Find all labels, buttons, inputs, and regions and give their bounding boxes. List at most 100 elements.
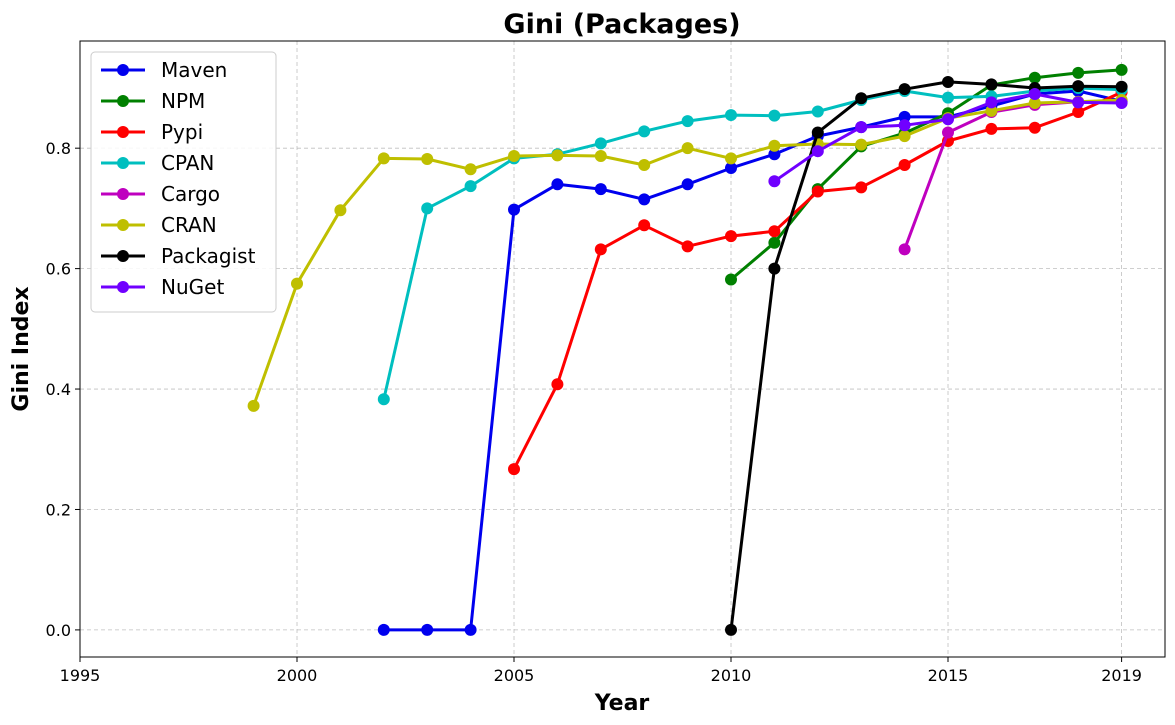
legend-item-cran: CRAN	[101, 213, 217, 237]
data-point-maven	[725, 162, 737, 175]
legend-label-nuget: NuGet	[161, 275, 224, 299]
data-point-cran	[985, 104, 998, 117]
data-point-maven	[898, 110, 911, 123]
data-point-packagist	[855, 92, 868, 105]
data-point-pypi	[855, 181, 868, 194]
legend-item-cpan: CPAN	[101, 151, 214, 175]
legend-label-cran: CRAN	[161, 213, 217, 237]
data-point-cpan	[377, 393, 390, 406]
grid	[79, 41, 1165, 657]
series-maven	[377, 84, 1128, 636]
y-tick-label: 0.8	[46, 139, 71, 158]
data-point-cran	[377, 152, 390, 165]
data-point-cpan	[725, 109, 737, 122]
legend-marker-packagist	[117, 250, 129, 262]
legend-item-pypi: Pypi	[101, 120, 203, 144]
data-point-packagist	[898, 83, 911, 96]
series-nuget	[768, 87, 1128, 188]
legend-marker-pypi	[117, 126, 129, 138]
y-tick-label: 0.4	[46, 380, 71, 399]
legend-label-packagist: Packagist	[161, 244, 256, 268]
series-cran	[247, 94, 1128, 412]
data-point-npm	[725, 273, 737, 286]
data-point-maven	[768, 148, 781, 161]
series-line-cpan	[382, 86, 1122, 400]
data-point-nuget	[1028, 87, 1041, 100]
data-point-npm	[1072, 66, 1085, 79]
data-point-nuget	[898, 119, 911, 132]
data-point-pypi	[638, 219, 651, 232]
data-point-nuget	[811, 145, 824, 158]
y-tick-label: 0.6	[46, 260, 71, 279]
data-point-cpan	[464, 180, 477, 193]
data-point-cpan	[421, 202, 434, 215]
x-tick-label: 2010	[711, 666, 752, 685]
data-point-cran	[464, 163, 477, 176]
data-point-pypi	[811, 185, 824, 198]
legend-item-npm: NPM	[101, 89, 205, 113]
data-point-maven	[377, 623, 390, 636]
chart-title: Gini (Packages)	[503, 9, 740, 40]
x-tick-label: 2019	[1101, 666, 1142, 685]
data-point-maven	[464, 623, 477, 636]
legend-item-cargo: Cargo	[101, 182, 220, 206]
data-point-cargo	[898, 243, 911, 256]
series-layer	[247, 63, 1128, 636]
data-point-cpan	[768, 109, 781, 122]
data-point-pypi	[1028, 121, 1041, 134]
legend-marker-cran	[117, 219, 129, 231]
legend-label-pypi: Pypi	[161, 120, 203, 144]
x-tick-label: 2005	[494, 666, 535, 685]
series-line-packagist	[729, 80, 1122, 631]
data-point-cran	[1028, 97, 1041, 110]
x-tick-label: 2000	[277, 666, 318, 685]
data-point-nuget	[1115, 97, 1128, 110]
legend-label-cpan: CPAN	[161, 151, 214, 175]
data-point-cran	[551, 149, 564, 162]
legend-marker-cpan	[117, 157, 129, 169]
data-point-cran	[421, 153, 434, 166]
data-point-packagist	[1115, 80, 1128, 93]
legend: Maven NPM Pypi CPAN Cargo CRAN Packagist NuGet	[90, 51, 277, 313]
data-point-npm	[768, 236, 781, 249]
data-point-cran	[681, 142, 694, 155]
plot-frame	[79, 40, 1166, 658]
data-point-pypi	[594, 243, 607, 256]
data-point-npm	[1028, 71, 1041, 84]
data-point-packagist	[1072, 80, 1085, 93]
data-point-packagist	[768, 262, 781, 275]
x-axis-title: Year	[594, 691, 650, 716]
data-point-cran	[334, 204, 347, 217]
data-point-cran	[725, 152, 737, 165]
legend-label-cargo: Cargo	[161, 182, 220, 206]
data-point-nuget	[855, 121, 868, 134]
legend-label-maven: Maven	[161, 58, 227, 82]
y-tick-label: 0.2	[46, 500, 71, 519]
data-point-pypi	[898, 159, 911, 172]
data-point-cran	[594, 150, 607, 163]
data-point-packagist	[725, 623, 737, 636]
legend-marker-npm	[117, 95, 129, 107]
data-point-maven	[638, 193, 651, 206]
data-point-cran	[508, 150, 520, 163]
data-point-cpan	[681, 115, 694, 128]
x-tick-label: 1995	[60, 666, 101, 685]
data-point-maven	[551, 178, 564, 191]
data-point-packagist	[811, 126, 824, 139]
data-point-pypi	[985, 122, 998, 135]
legend-label-npm: NPM	[161, 89, 205, 113]
data-point-nuget	[1072, 96, 1085, 109]
data-point-cpan	[594, 137, 607, 150]
data-point-cpan	[811, 105, 824, 118]
data-point-maven	[421, 623, 434, 636]
x-tick-label: 2015	[928, 666, 969, 685]
data-point-maven	[594, 183, 607, 196]
legend-item-packagist: Packagist	[101, 244, 256, 268]
legend-marker-cargo	[117, 188, 129, 200]
series-line-maven	[383, 89, 1122, 632]
data-point-packagist	[985, 78, 998, 91]
data-point-cran	[768, 139, 781, 152]
y-tick-label: 0.0	[46, 621, 71, 640]
data-point-nuget	[985, 96, 998, 109]
